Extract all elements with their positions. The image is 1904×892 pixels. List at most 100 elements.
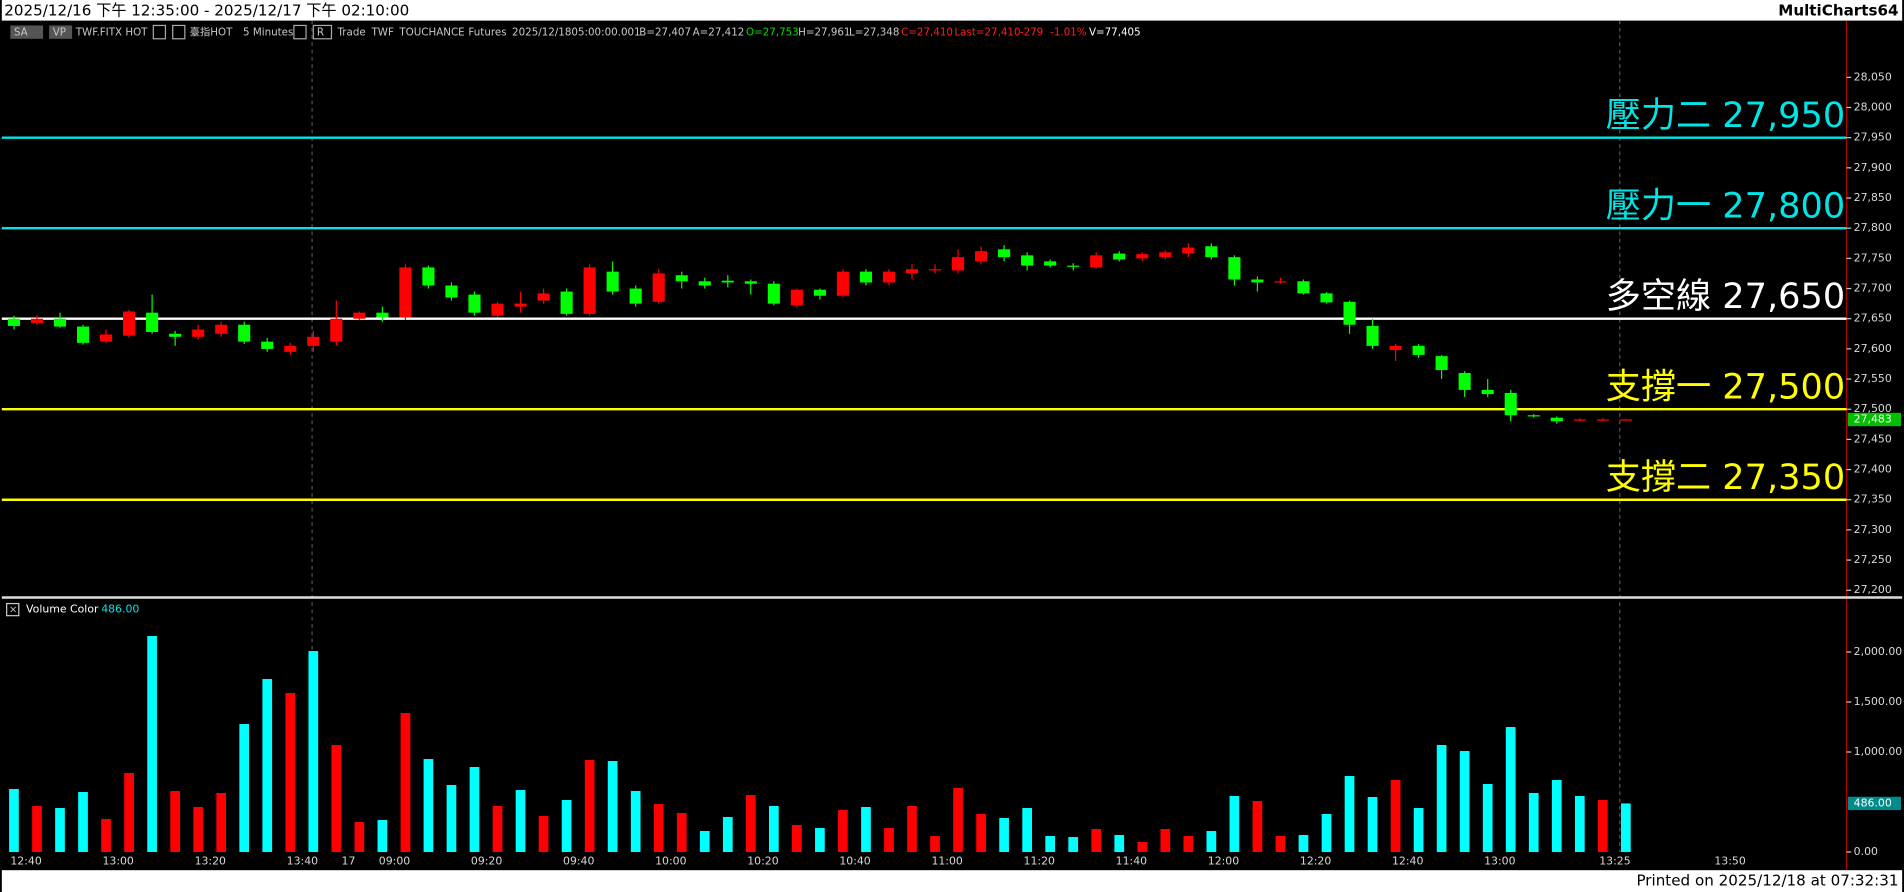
candle-body bbox=[399, 267, 412, 318]
candle-body bbox=[1389, 345, 1402, 351]
volume-bar bbox=[1597, 800, 1608, 853]
volume-bar bbox=[1206, 831, 1217, 853]
info-item: O=27,753 bbox=[746, 27, 799, 39]
volume-bar bbox=[55, 808, 65, 853]
volume-bar bbox=[699, 831, 710, 853]
volume-bar bbox=[1114, 835, 1125, 853]
info-item: -279 bbox=[1020, 27, 1043, 39]
info-item: R bbox=[317, 27, 324, 39]
candle-body bbox=[445, 285, 458, 298]
volume-bar bbox=[1574, 796, 1585, 853]
x-tick-label: 12:40 bbox=[10, 855, 41, 868]
candle-body bbox=[192, 329, 205, 337]
candle-body bbox=[1458, 373, 1471, 390]
level-label: 支撐二 27,350 bbox=[1606, 457, 1845, 498]
close-box[interactable] bbox=[6, 602, 20, 617]
candle-body bbox=[123, 311, 136, 336]
info-item: -1.01% bbox=[1050, 27, 1087, 39]
volume-bar bbox=[1390, 780, 1401, 853]
candle-body bbox=[1320, 293, 1333, 303]
volume-bar bbox=[722, 817, 733, 853]
candle-body bbox=[1527, 415, 1540, 417]
volume-bar bbox=[1045, 836, 1056, 853]
x-tick-label: 17 bbox=[342, 855, 356, 868]
dropdown[interactable] bbox=[293, 24, 307, 40]
candle-body bbox=[353, 312, 366, 319]
x-tick-label: 13:25 bbox=[1599, 855, 1630, 868]
y-tick-label: 27,750 bbox=[1854, 251, 1892, 264]
y-tick-label: 1,500.00 bbox=[1854, 695, 1903, 708]
info-item: TWF.FITX HOT bbox=[75, 27, 148, 39]
x-tick-label: 12:20 bbox=[1300, 855, 1331, 868]
volume-bar bbox=[1298, 835, 1309, 853]
y-tick-label: 27,500 bbox=[1854, 402, 1892, 415]
candle-body bbox=[721, 280, 734, 283]
candle-body bbox=[514, 303, 527, 307]
candle-body bbox=[146, 312, 159, 332]
last-volume-marker bbox=[1847, 796, 1901, 811]
volume-bar bbox=[907, 806, 917, 853]
volume-bar bbox=[884, 828, 894, 853]
candle-body bbox=[215, 324, 228, 334]
volume-bar bbox=[538, 816, 549, 853]
candle-body bbox=[606, 271, 619, 292]
candle-body bbox=[422, 267, 435, 286]
info-item: 2025/12/18 bbox=[512, 27, 571, 39]
candle-body bbox=[376, 312, 389, 318]
y-tick-label: 28,050 bbox=[1854, 70, 1892, 83]
candle-body bbox=[905, 269, 919, 274]
dropdown[interactable] bbox=[172, 24, 186, 40]
candle-body bbox=[169, 333, 182, 337]
candle-body bbox=[1435, 356, 1448, 370]
sa-button[interactable] bbox=[10, 25, 44, 39]
candle-body bbox=[952, 257, 965, 271]
y-tick-label: 27,650 bbox=[1854, 312, 1892, 325]
candle-body bbox=[1412, 345, 1425, 355]
close-icon[interactable]: × bbox=[9, 605, 17, 616]
last-price-marker bbox=[1847, 412, 1901, 427]
info-item: 5 Minutes bbox=[243, 27, 293, 39]
y-tick-label: 27,900 bbox=[1854, 161, 1892, 174]
candle-body bbox=[7, 318, 21, 326]
candle-body bbox=[882, 271, 896, 283]
candle-body bbox=[560, 291, 573, 314]
candle-body bbox=[238, 324, 251, 342]
y-tick-label: 27,700 bbox=[1854, 282, 1892, 295]
last-price-label: 27,483 bbox=[1854, 412, 1892, 425]
level-label: 支撐一 27,500 bbox=[1606, 367, 1845, 408]
candle-body bbox=[767, 283, 780, 304]
candle-body bbox=[1228, 257, 1241, 280]
volume-bar bbox=[1022, 808, 1032, 853]
volume-bar bbox=[285, 693, 296, 853]
vp-button[interactable] bbox=[49, 25, 73, 39]
dropdown[interactable] bbox=[152, 24, 167, 40]
candle-body bbox=[537, 293, 550, 301]
volume-bar bbox=[423, 759, 434, 853]
volume-bar bbox=[1482, 784, 1493, 853]
level-label: 壓力二 27,950 bbox=[1606, 95, 1845, 136]
footer: Printed on 2025/12/18 at 07:32:31 bbox=[1636, 872, 1898, 890]
volume-bar bbox=[676, 813, 687, 853]
volume-bar bbox=[446, 785, 457, 853]
info-item: TOUCHANCE bbox=[398, 27, 464, 39]
x-tick-label: 09:20 bbox=[471, 855, 502, 868]
candle-body bbox=[307, 336, 320, 346]
x-tick-label: 13:40 bbox=[287, 855, 318, 868]
volume-bar bbox=[630, 791, 641, 853]
x-tick-label: 13:50 bbox=[1714, 855, 1745, 868]
r-button[interactable] bbox=[312, 24, 333, 40]
volume-bar bbox=[101, 819, 111, 853]
candle-body bbox=[1159, 252, 1172, 258]
volume-bar bbox=[1459, 751, 1470, 853]
candle-body bbox=[1343, 301, 1356, 325]
volume-bar bbox=[170, 791, 180, 853]
volume-bar bbox=[1091, 829, 1102, 853]
candle-body bbox=[1205, 246, 1218, 258]
level-label: 多空線 27,650 bbox=[1606, 276, 1845, 317]
candle-body bbox=[330, 318, 343, 342]
y-tick-label: 1,000.00 bbox=[1854, 745, 1903, 758]
info-item: 05:00:00.001 bbox=[571, 27, 640, 39]
panel-title: Volume Color bbox=[26, 603, 99, 616]
info-item: L=27,348 bbox=[849, 27, 899, 39]
